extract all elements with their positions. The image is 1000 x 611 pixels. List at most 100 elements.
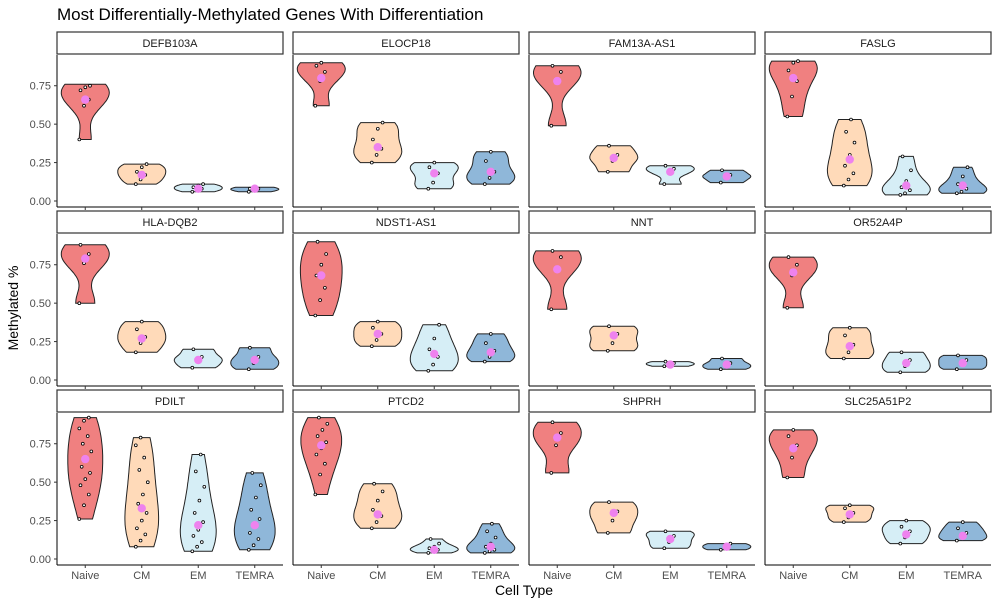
violin-temra (466, 523, 516, 554)
strip-label: PDILT (155, 396, 186, 408)
strip-box (764, 31, 992, 55)
violin-temra (938, 166, 988, 194)
data-point (380, 120, 385, 125)
data-point (313, 103, 318, 108)
mean-marker (789, 268, 798, 277)
mean-marker (81, 454, 90, 464)
data-point (87, 492, 91, 497)
data-point (790, 94, 794, 99)
mean-marker (250, 521, 259, 530)
data-point (78, 88, 83, 93)
data-point (374, 153, 379, 157)
x-axis-title: Cell Type (495, 582, 553, 598)
data-point (77, 517, 82, 521)
data-point (898, 541, 903, 546)
mean-marker (317, 73, 326, 83)
data-point (785, 305, 790, 310)
mean-marker (958, 531, 967, 541)
data-point (78, 483, 83, 488)
mean-marker (666, 534, 675, 544)
data-point (786, 68, 791, 73)
y-axis-title: Methylated % (5, 266, 21, 351)
data-point (954, 538, 959, 543)
violin-cm (589, 501, 639, 534)
panel-faslg: FASLG (764, 31, 992, 210)
data-point (426, 551, 431, 555)
data-point (796, 59, 800, 63)
data-point (909, 168, 913, 173)
data-point (190, 365, 195, 370)
data-point (83, 85, 88, 90)
data-point (138, 435, 143, 440)
data-point (140, 518, 144, 523)
mean-marker (722, 542, 731, 551)
data-point (320, 428, 325, 432)
data-point (249, 507, 254, 512)
data-point (849, 117, 853, 122)
data-point (786, 434, 791, 438)
data-point (559, 255, 563, 259)
data-point (786, 255, 791, 259)
data-point (903, 191, 907, 196)
data-point (82, 418, 86, 423)
mean-marker (137, 334, 146, 343)
violin-cm (353, 122, 403, 164)
strip-box (764, 389, 992, 413)
data-point (899, 524, 904, 529)
data-point (426, 368, 431, 373)
data-point (375, 127, 380, 131)
data-point (201, 520, 205, 524)
data-point (79, 464, 84, 469)
strip-box (528, 210, 756, 234)
data-point (965, 165, 970, 170)
data-point (140, 165, 144, 170)
data-point (663, 163, 668, 168)
data-point (718, 547, 723, 552)
mean-marker (902, 358, 911, 368)
data-point (851, 171, 856, 176)
data-point (718, 367, 723, 372)
data-point (135, 170, 139, 174)
strip-box (292, 31, 520, 55)
data-point (437, 541, 441, 546)
data-point (88, 83, 92, 88)
x-tick-label: CM (133, 570, 150, 582)
data-point (954, 191, 959, 196)
mean-marker (430, 545, 439, 554)
data-point (841, 356, 846, 361)
y-tick-label: 0.50 (30, 119, 51, 131)
panel-elocp18: ELOCP18 (292, 31, 520, 210)
data-point (78, 243, 83, 247)
data-point (841, 520, 846, 524)
data-point (83, 477, 88, 481)
mean-marker (194, 521, 203, 530)
data-point (375, 319, 380, 324)
data-point (428, 537, 433, 541)
strip-box (56, 31, 284, 55)
data-point (198, 452, 203, 457)
data-point (248, 531, 252, 535)
data-point (841, 183, 846, 188)
data-point (484, 341, 488, 345)
x-tick-label: Naive (543, 570, 571, 582)
data-point (720, 356, 724, 361)
y-tick-label: 0.75 (30, 81, 51, 93)
data-point (559, 431, 563, 435)
data-point (202, 484, 207, 489)
data-point (904, 518, 909, 523)
data-point (77, 426, 82, 431)
x-tick-label: TEMRA (472, 570, 511, 582)
data-point (324, 252, 328, 256)
data-point (314, 64, 319, 68)
data-point (82, 103, 86, 108)
data-point (437, 322, 441, 327)
x-tick-label: TEMRA (708, 570, 747, 582)
mean-marker (902, 530, 911, 539)
data-point (844, 130, 848, 134)
mean-marker (373, 510, 382, 519)
data-point (317, 415, 321, 420)
data-point (485, 529, 489, 534)
strip-label: DEFB103A (142, 38, 198, 50)
data-point (251, 543, 256, 547)
mean-marker (430, 349, 439, 359)
